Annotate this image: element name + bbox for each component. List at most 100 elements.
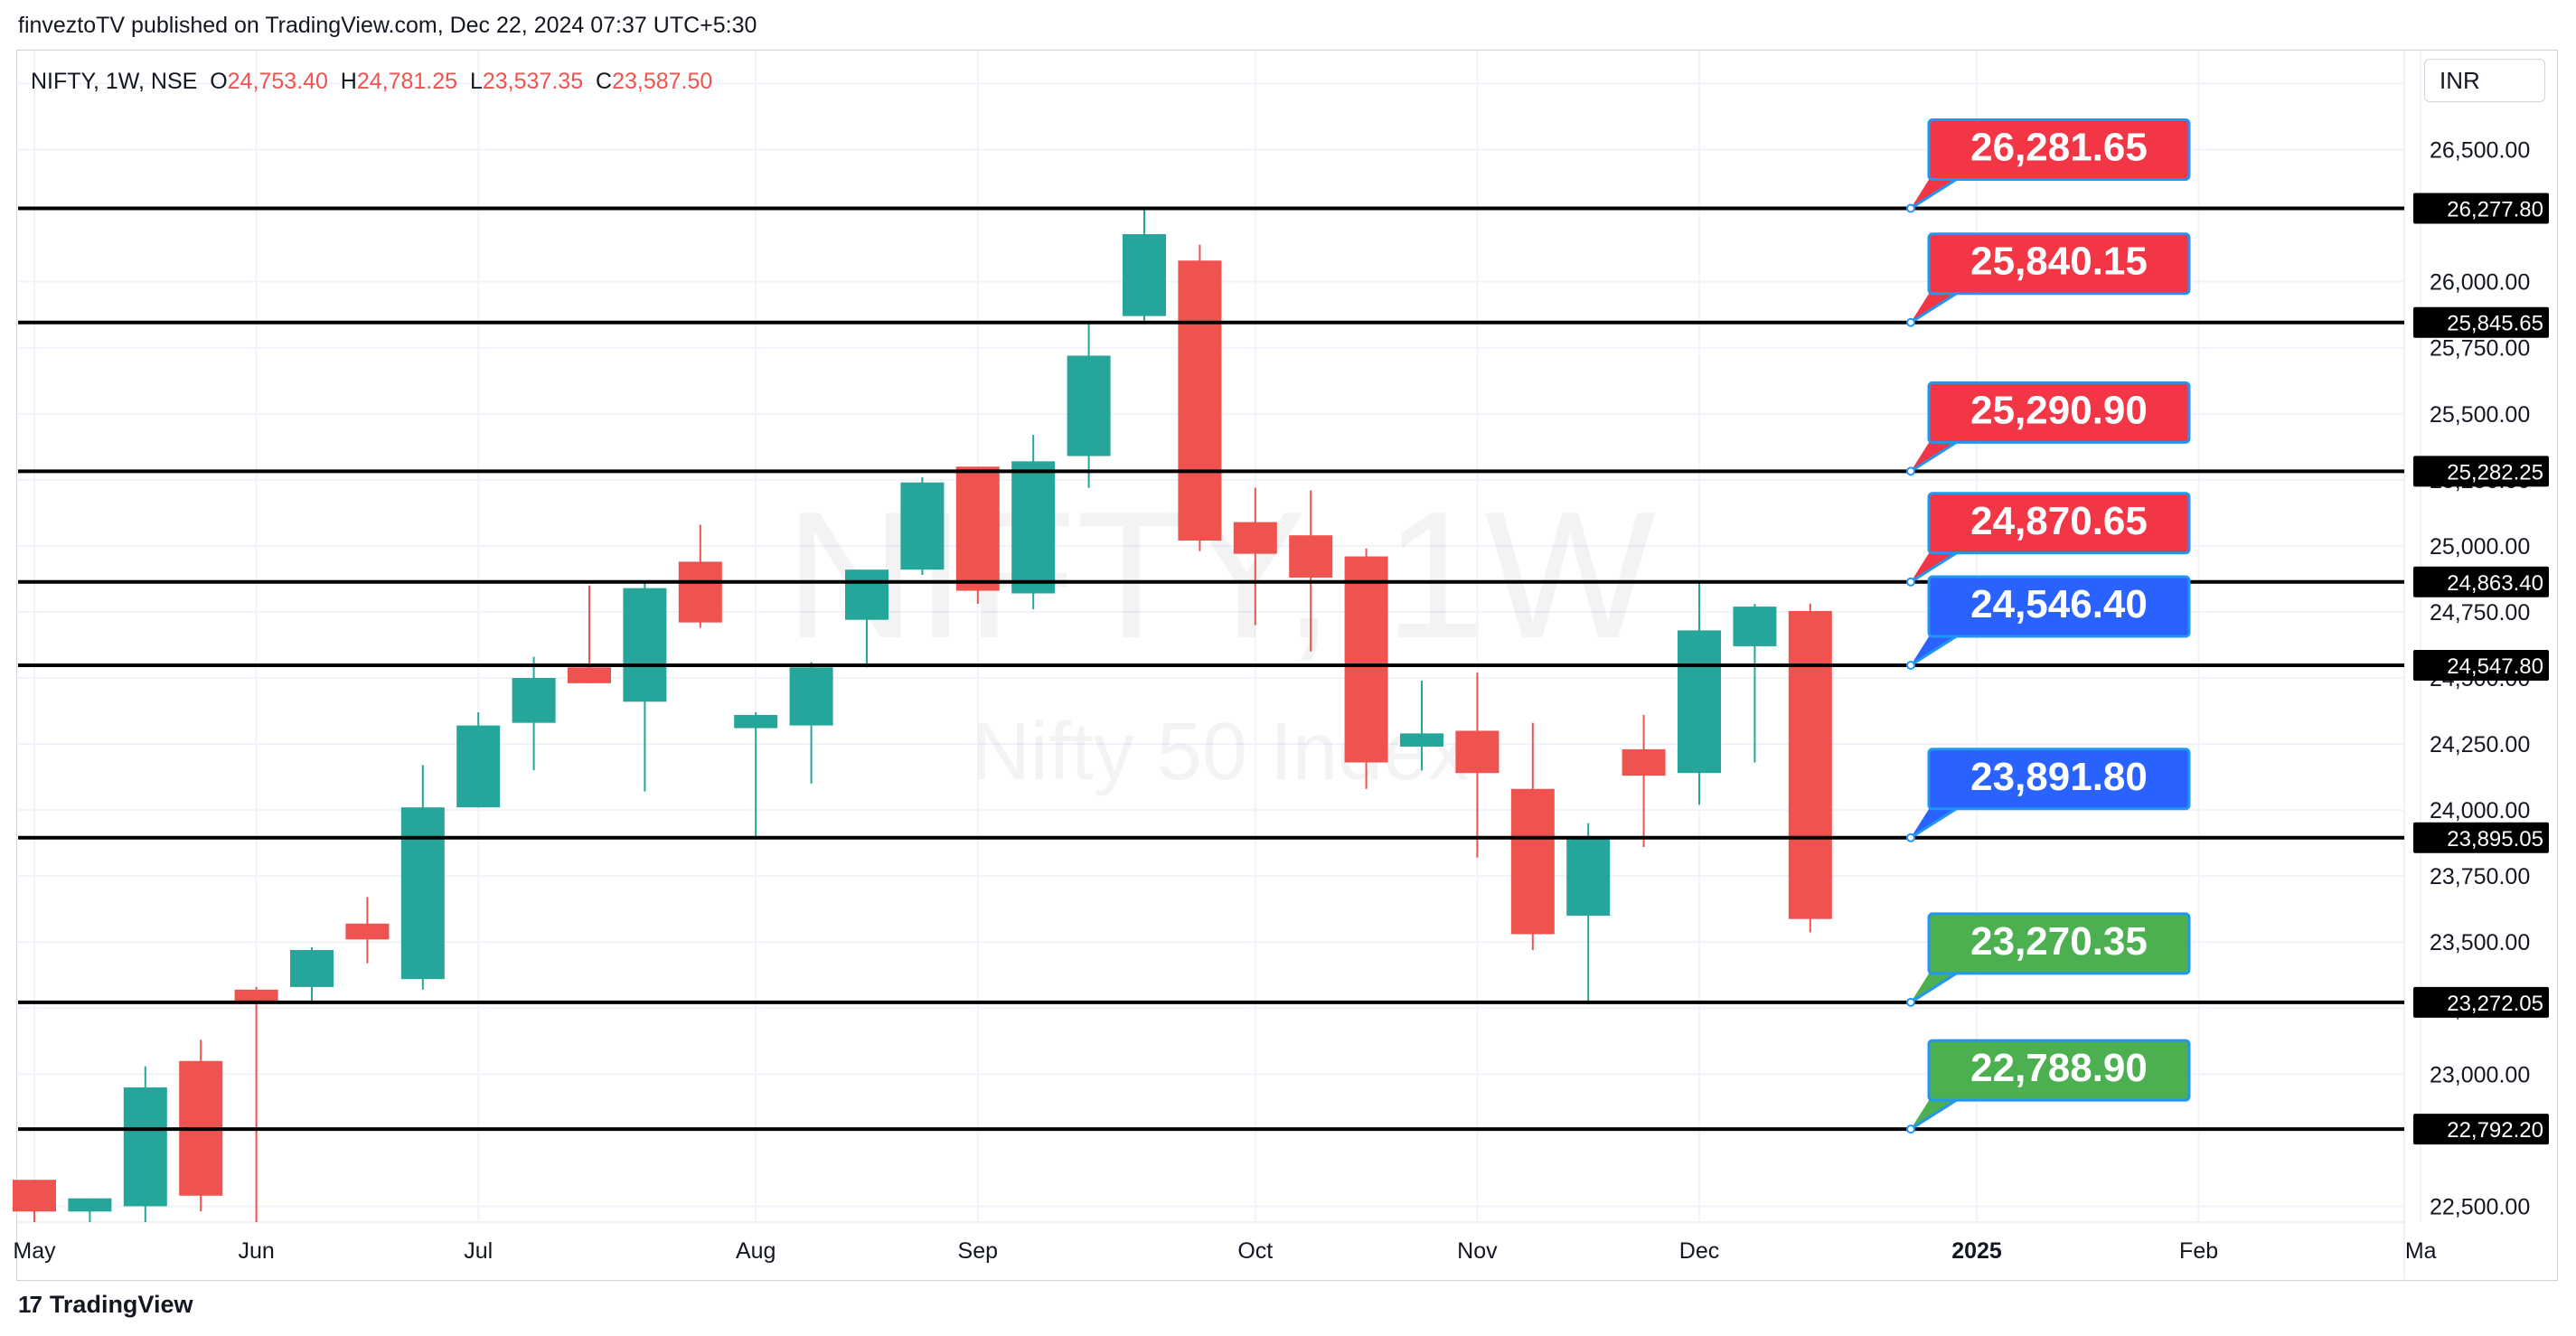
candle-up xyxy=(290,947,334,1003)
x-tick-label: Jun xyxy=(238,1238,274,1264)
candle-body xyxy=(900,482,945,570)
callout-box xyxy=(1927,575,2191,638)
candle-up xyxy=(845,569,888,668)
candle-up xyxy=(623,582,667,792)
callout-box xyxy=(1927,1039,2191,1102)
callout-text: 24,870.65 xyxy=(1970,499,2148,543)
candle-up xyxy=(734,711,778,840)
legend-l-label: L xyxy=(470,69,483,94)
level-price-tag-bg xyxy=(2413,456,2549,487)
candle-body xyxy=(568,667,611,683)
x-tick-label: Nov xyxy=(1457,1238,1498,1264)
y-tick-label: 26,000.00 xyxy=(2430,270,2530,296)
level-callout: 25,290.90 xyxy=(1906,381,2191,476)
y-tick-label: 25,750.00 xyxy=(2430,336,2530,362)
level-lines xyxy=(18,206,2404,1132)
candle-body xyxy=(1178,260,1222,541)
candle-down xyxy=(1289,490,1333,652)
candle-body xyxy=(345,923,390,940)
candle-up xyxy=(1733,604,1777,763)
level-price-tag-bg xyxy=(2413,650,2549,682)
y-tick-label: 25,000.00 xyxy=(2430,534,2530,560)
callout-text: 23,270.35 xyxy=(1970,919,2148,964)
level-price-tag-text: 26,277.80 xyxy=(2447,197,2543,221)
candle-up xyxy=(1678,582,1721,805)
candle-down xyxy=(1455,673,1500,858)
level-callout: 25,840.15 xyxy=(1906,232,2191,327)
legend-c-label: C xyxy=(596,69,612,94)
candle-up xyxy=(1123,207,1166,325)
candle-down xyxy=(345,897,390,964)
x-tick-label: Aug xyxy=(736,1238,776,1264)
candle-body xyxy=(1011,461,1056,594)
currency-button[interactable]: INR xyxy=(2424,59,2545,102)
candle-body xyxy=(678,561,722,623)
y-tick-label: 24,750.00 xyxy=(2430,600,2530,626)
candle-body xyxy=(1067,355,1111,456)
level-callout: 24,870.65 xyxy=(1906,492,2191,587)
candle-body xyxy=(290,949,334,987)
level-price-tag-bg xyxy=(2413,306,2549,338)
candle-body xyxy=(1455,730,1500,774)
candle-up xyxy=(123,1066,167,1222)
tradingview-brand: TradingView xyxy=(49,1291,193,1318)
level-price-tag-text: 25,845.65 xyxy=(2447,312,2543,336)
candle-down xyxy=(179,1040,223,1212)
level-price-tag: 23,895.05 xyxy=(2413,822,2549,853)
watermark-name: Nifty 50 Index xyxy=(972,707,1469,797)
level-callouts: 26,281.65 25,840.15 25,290.90 24,870.65 24,5… xyxy=(1906,118,2191,1134)
level-price-tag: 22,792.20 xyxy=(2413,1114,2549,1145)
x-tick-label: Oct xyxy=(1237,1238,1273,1264)
candle-up xyxy=(1067,324,1111,488)
candle-up xyxy=(68,1198,112,1222)
callout-anchor xyxy=(1906,833,1915,842)
y-tick-label: 23,750.00 xyxy=(2430,864,2530,889)
level-callout: 24,546.40 xyxy=(1906,575,2191,671)
candle-body xyxy=(1289,535,1333,578)
legend-c-value: 23,587.50 xyxy=(612,69,712,94)
level-price-tag-text: 23,272.05 xyxy=(2447,992,2543,1016)
y-tick-label: 25,500.00 xyxy=(2430,402,2530,428)
candle-up xyxy=(400,765,445,990)
legend-o-label: O xyxy=(210,69,227,94)
y-tick-label: 22,500.00 xyxy=(2430,1194,2530,1219)
callout-anchor xyxy=(1906,466,1915,476)
level-callout: 26,281.65 xyxy=(1906,118,2191,213)
candle-down xyxy=(678,524,722,628)
level-price-tag-text: 22,792.20 xyxy=(2447,1118,2543,1143)
ohlc-legend-text: NIFTY, 1W, NSE O24,753.40 H24,781.25 L23… xyxy=(31,69,712,94)
level-price-tag-text: 23,895.05 xyxy=(2447,827,2543,851)
x-tick-label: Ma xyxy=(2405,1238,2437,1264)
level-price-tag-text: 24,547.80 xyxy=(2447,654,2543,679)
candle-down xyxy=(1233,487,1277,626)
level-price-tag-text: 24,863.40 xyxy=(2447,571,2543,596)
candle-body xyxy=(1123,234,1166,316)
candle-down xyxy=(568,585,611,683)
candle-body xyxy=(1788,610,1832,919)
candle-down xyxy=(13,1180,56,1222)
callout-box xyxy=(1927,381,2191,444)
y-tick-label: 23,000.00 xyxy=(2430,1062,2530,1087)
candle-up xyxy=(1566,823,1611,1003)
callout-box xyxy=(1927,232,2191,296)
callout-anchor xyxy=(1906,1124,1915,1134)
level-callout: 23,270.35 xyxy=(1906,912,2191,1007)
candle-body xyxy=(1622,748,1666,776)
callout-text: 25,840.15 xyxy=(1970,240,2148,284)
candle-body xyxy=(789,667,833,726)
level-price-tag-bg xyxy=(2413,1114,2549,1145)
y-tick-label: 24,000.00 xyxy=(2430,798,2530,823)
candle-body xyxy=(13,1180,56,1212)
candle-body xyxy=(123,1087,167,1207)
level-price-tag: 23,272.05 xyxy=(2413,986,2549,1018)
tradingview-logo[interactable]: 17 TradingView xyxy=(18,1291,193,1319)
candle-body xyxy=(234,989,278,1003)
candle-up xyxy=(1011,435,1056,610)
chart-frame xyxy=(16,50,2558,1281)
x-tick-label: Sep xyxy=(958,1238,998,1264)
callout-anchor xyxy=(1906,661,1915,671)
candle-down xyxy=(1344,548,1388,789)
ohlc-legend: NIFTY, 1W, NSE O24,753.40 H24,781.25 L23… xyxy=(31,69,712,94)
candle-up xyxy=(789,662,833,784)
